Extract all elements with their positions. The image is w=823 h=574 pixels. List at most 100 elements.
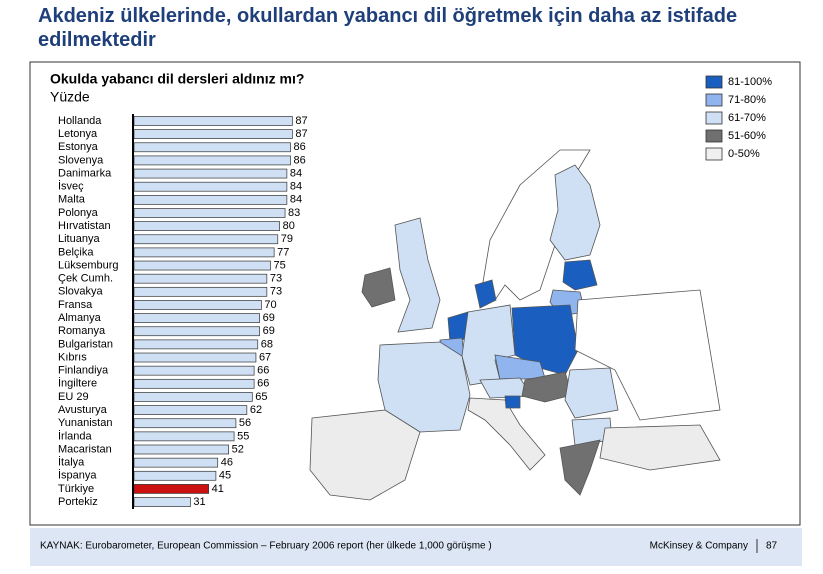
value-label: 52 (232, 443, 244, 455)
map-region (599, 424, 721, 471)
map-region (361, 267, 396, 308)
y-tick-label: Fransa (58, 299, 93, 311)
legend-swatch (705, 111, 723, 125)
bar (133, 392, 253, 402)
bar (133, 300, 262, 310)
bar (133, 352, 257, 363)
bar (133, 326, 260, 337)
y-tick-label: Lituanya (58, 233, 100, 245)
legend-label: 51-60% (728, 130, 766, 142)
bar (133, 497, 191, 507)
map-region (504, 395, 521, 409)
value-label: 87 (295, 115, 307, 127)
map-region (549, 164, 601, 261)
value-label: 87 (295, 128, 307, 140)
legend-label: 81-100% (728, 76, 772, 88)
value-label: 70 (264, 299, 276, 311)
y-tick-label: Belçika (58, 246, 94, 258)
y-tick-label: Hollanda (58, 115, 102, 127)
y-tick-label: Kıbrıs (58, 351, 87, 363)
page-title: Akdeniz ülkelerinde, okullardan yabancı … (38, 5, 738, 51)
map-region (377, 341, 471, 433)
value-label: 69 (263, 325, 275, 337)
y-tick-label: Hırvatistan (58, 220, 111, 232)
value-label: 73 (270, 286, 282, 298)
bar (133, 260, 271, 271)
bar (133, 365, 255, 376)
legend-label: 61-70% (728, 112, 766, 124)
legend-swatch (705, 147, 723, 161)
legend-label: 71-80% (728, 94, 766, 106)
bar (133, 116, 293, 126)
value-label: 62 (250, 404, 262, 416)
y-tick-label: Romanya (58, 325, 106, 337)
chart-subtitle: Okulda yabancı dil dersleri aldınız mı? (50, 71, 304, 87)
legend-swatch (705, 75, 723, 89)
bar (133, 155, 291, 166)
value-label: 41 (212, 483, 224, 495)
y-tick-label: Slovakya (58, 286, 104, 298)
bar (133, 168, 288, 179)
bar (133, 129, 293, 139)
value-label: 69 (263, 312, 275, 324)
bar (133, 339, 259, 350)
value-label: 68 (261, 338, 273, 350)
map (309, 149, 721, 501)
value-label: 84 (290, 181, 302, 193)
map-region (564, 367, 619, 419)
value-label: 73 (270, 273, 282, 285)
y-tick-label: Portekiz (58, 496, 98, 508)
bar (133, 234, 279, 245)
map-region (461, 304, 516, 386)
value-label: 45 (219, 470, 231, 482)
bar (133, 194, 288, 205)
y-tick-label: Almanya (58, 312, 102, 324)
y-tick-label: Lüksemburg (58, 259, 119, 271)
value-label: 79 (281, 233, 293, 245)
value-label: 77 (277, 246, 289, 258)
value-label: 56 (239, 417, 251, 429)
y-tick-label: Çek Cumh. (58, 273, 113, 285)
bar (133, 313, 260, 323)
y-tick-label: Finlandiya (58, 365, 109, 377)
value-label: 65 (255, 391, 267, 403)
y-tick-label: Estonya (58, 141, 99, 153)
y-tick-label: Slovenya (58, 154, 104, 166)
bar (133, 470, 217, 481)
y-tick-label: İspanya (58, 469, 97, 482)
bar (133, 247, 275, 258)
y-tick-label: Bulgaristan (58, 338, 113, 350)
bar (133, 221, 280, 231)
bar (133, 484, 209, 494)
value-label: 83 (288, 207, 300, 219)
map-region (574, 289, 721, 421)
value-label: 86 (294, 141, 306, 153)
bar (133, 378, 255, 389)
legend-swatch (705, 93, 723, 107)
bar (133, 418, 237, 429)
bar (133, 286, 268, 297)
map-region (474, 279, 497, 309)
bar (133, 444, 229, 455)
y-tick-label: İngiltere (58, 377, 97, 390)
map-region (309, 409, 421, 501)
value-label: 31 (193, 496, 205, 508)
y-tick-label: İtalya (58, 456, 85, 469)
map-region (394, 217, 441, 333)
value-label: 66 (257, 378, 269, 390)
y-tick-label: Türkiye (58, 483, 94, 495)
y-tick-label: Avusturya (58, 404, 108, 416)
bar (133, 142, 291, 153)
map-region (559, 439, 601, 496)
y-tick-label: Danimarka (58, 167, 112, 179)
source-note: KAYNAK: Eurobarometer, European Commissi… (40, 541, 492, 552)
y-tick-label: İsveç (58, 180, 84, 193)
unit-label: Yüzde (50, 89, 90, 105)
bar (133, 273, 268, 284)
page-number: 87 (766, 541, 778, 552)
bar (133, 405, 248, 415)
map-region (521, 371, 573, 403)
value-label: 75 (274, 259, 286, 271)
value-label: 67 (259, 351, 271, 363)
